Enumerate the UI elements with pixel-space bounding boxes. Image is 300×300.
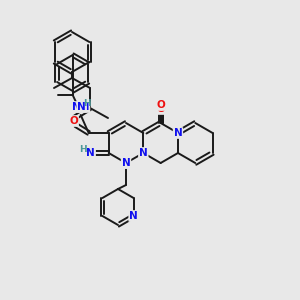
Text: N: N [174,128,182,138]
Text: N: N [77,102,86,112]
Text: N: N [122,158,130,168]
Text: N: N [129,211,138,221]
Text: O: O [69,116,78,126]
Text: N: N [139,148,148,158]
Text: N: N [122,158,130,168]
Text: H: H [83,100,91,109]
Text: O: O [156,100,165,110]
Text: O: O [156,104,165,114]
Text: H: H [79,146,86,154]
Text: NH: NH [72,102,89,112]
Text: N: N [86,148,95,158]
